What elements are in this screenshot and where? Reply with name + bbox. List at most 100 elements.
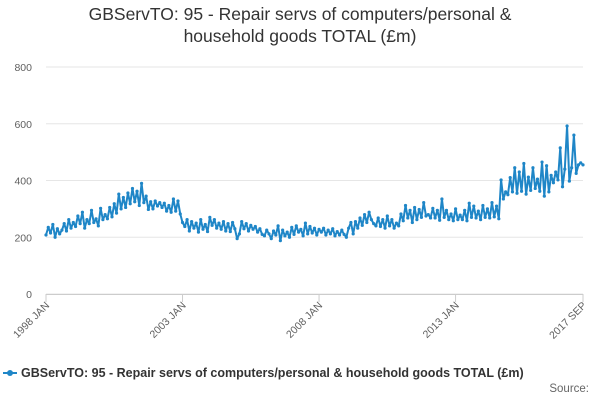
data-point[interactable] (110, 215, 114, 219)
data-point[interactable] (69, 226, 73, 230)
data-point[interactable] (456, 218, 460, 222)
data-point[interactable] (119, 207, 123, 211)
data-point[interactable] (510, 190, 515, 194)
data-point[interactable] (94, 217, 98, 221)
data-point[interactable] (465, 219, 469, 223)
data-point[interactable] (228, 229, 232, 234)
data-point[interactable] (201, 227, 205, 231)
data-point[interactable] (185, 218, 189, 222)
data-point[interactable] (124, 205, 128, 210)
data-point[interactable] (563, 167, 567, 171)
data-point[interactable] (317, 227, 321, 231)
data-point[interactable] (265, 228, 269, 232)
data-point[interactable] (556, 178, 560, 182)
data-point[interactable] (244, 222, 248, 226)
data-point[interactable] (362, 212, 367, 217)
data-point[interactable] (99, 206, 103, 210)
data-point[interactable] (224, 229, 228, 233)
data-point[interactable] (497, 217, 501, 221)
data-point[interactable] (374, 224, 378, 228)
data-point[interactable] (262, 234, 267, 238)
data-point[interactable] (219, 227, 223, 231)
data-point[interactable] (358, 216, 362, 220)
data-point[interactable] (501, 197, 505, 201)
data-point[interactable] (469, 215, 474, 219)
data-point[interactable] (51, 222, 55, 227)
data-point[interactable] (53, 235, 57, 239)
data-point[interactable] (547, 190, 551, 194)
data-point[interactable] (226, 222, 230, 226)
data-point[interactable] (483, 215, 487, 219)
data-point[interactable] (319, 230, 323, 234)
data-point[interactable] (242, 227, 246, 231)
data-point[interactable] (315, 233, 319, 237)
data-point[interactable] (221, 220, 226, 224)
data-point[interactable] (271, 229, 276, 233)
data-point[interactable] (506, 193, 510, 197)
data-point[interactable] (187, 229, 191, 233)
data-point[interactable] (565, 124, 569, 128)
data-point[interactable] (581, 163, 585, 167)
data-point[interactable] (431, 206, 435, 210)
data-point[interactable] (476, 209, 480, 213)
data-point[interactable] (549, 173, 553, 177)
data-point[interactable] (372, 222, 376, 226)
data-point[interactable] (426, 212, 430, 217)
data-point[interactable] (410, 220, 414, 225)
data-point[interactable] (517, 170, 521, 174)
data-point[interactable] (190, 220, 194, 224)
data-point[interactable] (312, 226, 317, 230)
data-point[interactable] (215, 226, 219, 230)
data-point[interactable] (274, 233, 278, 237)
data-point[interactable] (126, 191, 130, 195)
data-point[interactable] (114, 211, 119, 215)
data-point[interactable] (458, 213, 462, 217)
data-point[interactable] (310, 231, 314, 235)
data-point[interactable] (474, 216, 478, 220)
data-point[interactable] (281, 228, 285, 232)
data-point[interactable] (267, 232, 271, 236)
data-point[interactable] (326, 228, 330, 232)
data-point[interactable] (490, 201, 494, 205)
data-point[interactable] (205, 229, 210, 234)
data-point[interactable] (112, 202, 116, 206)
data-point[interactable] (92, 220, 96, 225)
data-point[interactable] (258, 227, 262, 231)
data-point[interactable] (344, 235, 348, 239)
data-point[interactable] (149, 200, 153, 204)
data-point[interactable] (529, 188, 533, 193)
data-point[interactable] (144, 194, 148, 198)
data-point[interactable] (360, 223, 364, 227)
data-point[interactable] (447, 218, 451, 222)
data-point[interactable] (194, 221, 198, 225)
data-point[interactable] (472, 204, 476, 208)
data-point[interactable] (551, 181, 556, 185)
data-point[interactable] (308, 224, 312, 229)
data-point[interactable] (399, 212, 403, 216)
data-point[interactable] (342, 232, 346, 237)
data-point[interactable] (526, 175, 530, 179)
data-point[interactable] (192, 226, 196, 230)
data-point[interactable] (71, 220, 75, 225)
data-point[interactable] (467, 201, 471, 205)
data-point[interactable] (153, 199, 157, 203)
data-point[interactable] (413, 205, 417, 210)
data-point[interactable] (174, 209, 178, 213)
data-point[interactable] (515, 191, 519, 195)
data-point[interactable] (419, 215, 424, 219)
data-point[interactable] (558, 146, 562, 150)
data-point[interactable] (451, 219, 455, 223)
data-point[interactable] (299, 227, 303, 231)
data-point[interactable] (442, 215, 446, 219)
data-point[interactable] (96, 224, 100, 228)
data-point[interactable] (46, 225, 50, 229)
data-point[interactable] (378, 224, 383, 229)
data-point[interactable] (155, 204, 160, 208)
data-point[interactable] (574, 171, 578, 176)
data-point[interactable] (397, 224, 401, 228)
data-point[interactable] (367, 210, 371, 214)
data-point[interactable] (428, 216, 433, 220)
data-point[interactable] (128, 202, 132, 206)
data-point[interactable] (58, 232, 62, 236)
data-point[interactable] (62, 222, 66, 226)
